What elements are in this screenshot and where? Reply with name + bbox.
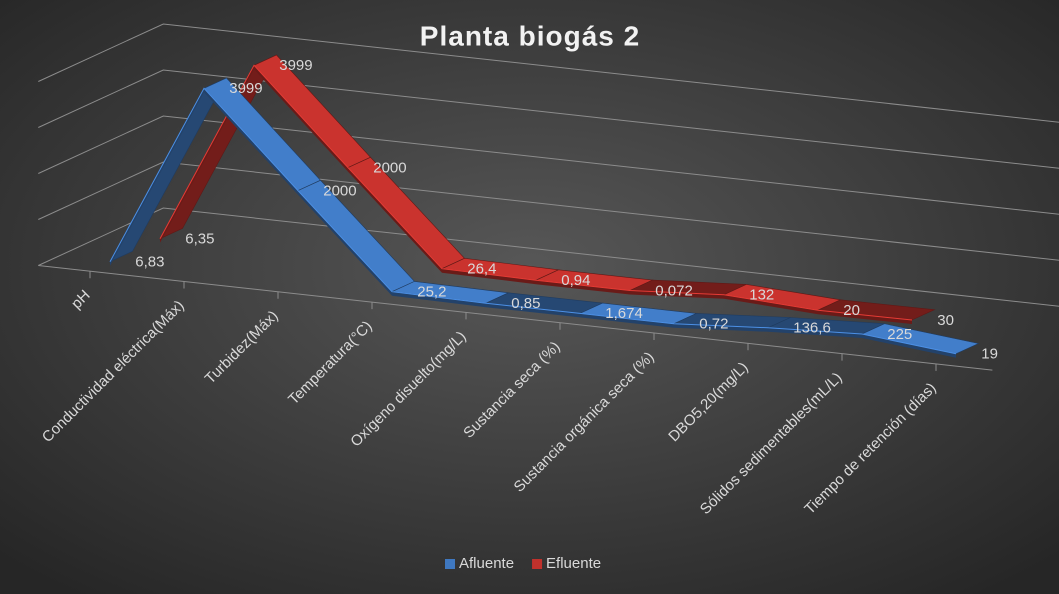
data-label: 30 <box>937 312 954 329</box>
data-label: 19 <box>981 346 998 363</box>
series-afluente: 6,83 3999 2000 25,2 0,85 1,674 0,72 136,6 225 19 <box>109 77 998 363</box>
data-label: 3999 <box>279 57 312 74</box>
line <box>109 87 957 355</box>
data-label: 1,674 <box>605 305 643 322</box>
data-label: 136,6 <box>793 320 831 337</box>
data-label: 0,94 <box>561 272 590 289</box>
data-label: 3999 <box>229 80 262 97</box>
legend-marker <box>532 559 543 569</box>
legend-marker <box>445 559 455 569</box>
ribbon-edge <box>630 290 724 299</box>
ribbon-edge <box>442 268 536 285</box>
ribbon-edge <box>580 313 674 328</box>
data-label: 2000 <box>323 182 356 199</box>
legend-label: Afluente <box>459 555 514 572</box>
data-label: 25,2 <box>417 284 446 301</box>
ribbon-edge <box>818 310 912 324</box>
data-label: 0,072 <box>655 282 693 299</box>
ribbon-edge <box>862 334 956 358</box>
ribbon-edge <box>768 327 862 338</box>
data-label: 0,85 <box>511 295 540 312</box>
ribbon-edge <box>536 280 630 295</box>
ribbon-edge <box>348 167 442 273</box>
ribbon-edge <box>204 88 298 195</box>
data-label: 6,35 <box>185 231 214 248</box>
data-label: 0,72 <box>699 316 728 333</box>
x-axis-line <box>38 265 993 371</box>
data-label: 26,4 <box>467 260 496 277</box>
ribbon-edge <box>392 291 486 308</box>
ribbon-edge <box>254 65 348 172</box>
grid-line <box>38 207 1059 307</box>
grid-line <box>38 23 1059 123</box>
ribbon-edge <box>486 303 580 318</box>
ribbon-edge <box>724 294 818 315</box>
legend-label: Efluente <box>546 555 601 572</box>
data-label: 2000 <box>373 159 406 176</box>
data-label: 6,83 <box>135 253 164 270</box>
data-label: 225 <box>887 326 912 343</box>
chart-title: Planta biogás 2 <box>420 20 640 51</box>
grid-line <box>38 69 1059 169</box>
grid-line <box>38 115 1059 215</box>
ribbon-edge <box>674 323 768 332</box>
line <box>159 64 913 321</box>
data-label: 20 <box>843 302 860 319</box>
grid-line <box>38 161 1059 261</box>
data-label: 132 <box>749 287 774 304</box>
ribbon-edge <box>298 190 392 296</box>
